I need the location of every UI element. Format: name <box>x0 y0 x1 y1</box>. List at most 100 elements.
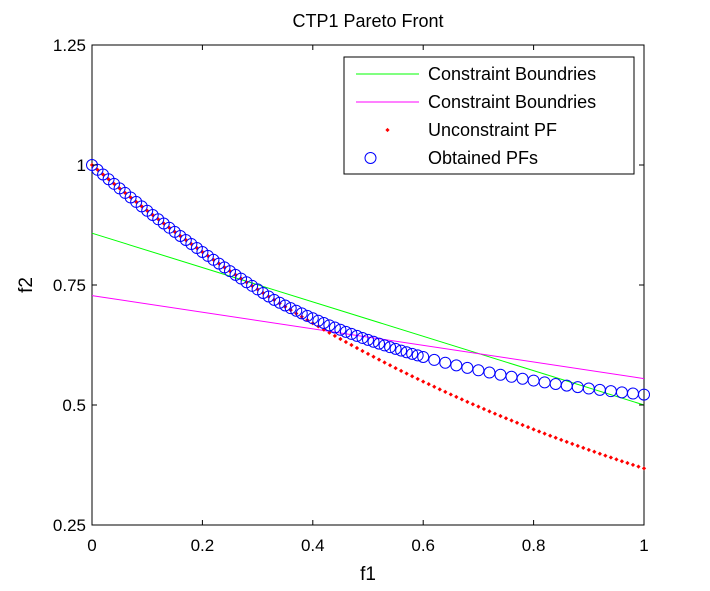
x-tick-label: 0.2 <box>191 536 215 555</box>
series-layer <box>86 159 650 471</box>
data-point <box>559 437 564 442</box>
data-point <box>339 325 352 338</box>
data-point <box>514 420 520 425</box>
data-point <box>384 341 397 354</box>
data-point <box>428 353 441 366</box>
legend-entry: Obtained PFs <box>364 148 538 168</box>
data-point <box>553 435 558 440</box>
data-point <box>378 339 391 352</box>
data-point <box>328 321 341 334</box>
data-point <box>371 354 376 359</box>
series-3 <box>86 159 650 401</box>
x-tick-label: 0.4 <box>301 536 325 555</box>
y-axis-label: f2 <box>16 277 37 293</box>
data-point <box>367 335 380 348</box>
data-point <box>520 422 525 428</box>
legend-box <box>343 56 635 175</box>
data-point <box>592 449 597 454</box>
data-point <box>279 299 292 312</box>
data-point <box>454 394 459 400</box>
data-point <box>373 337 386 350</box>
legend-entry: Constraint Boundries <box>356 92 596 112</box>
data-point <box>284 302 297 315</box>
data-point <box>323 319 336 332</box>
data-point <box>376 357 382 362</box>
data-point <box>411 349 424 362</box>
y-tick-label: 0.25 <box>53 516 86 535</box>
data-point <box>365 351 371 357</box>
data-point <box>492 411 498 416</box>
data-point <box>356 331 369 344</box>
data-point <box>432 384 437 389</box>
data-point <box>362 333 374 346</box>
data-point <box>387 363 393 368</box>
data-point <box>481 406 487 412</box>
x-tick-label: 1 <box>639 536 648 555</box>
data-point <box>443 389 448 395</box>
legend: Constraint Boundries Constraint Boundries… <box>343 56 635 175</box>
data-point <box>636 464 641 469</box>
data-point <box>619 459 625 464</box>
data-point <box>398 368 404 373</box>
data-point <box>268 293 281 306</box>
data-point <box>597 451 602 456</box>
y-tick-label: 0.5 <box>62 396 86 415</box>
legend-label: Constraint Boundries <box>428 64 596 84</box>
legend-label: Unconstraint PF <box>428 120 557 140</box>
data-point <box>542 431 547 436</box>
data-point <box>334 323 347 336</box>
data-point <box>641 466 647 471</box>
data-point <box>470 402 476 407</box>
data-point <box>332 333 338 339</box>
data-point <box>290 304 303 317</box>
data-point <box>354 345 360 351</box>
data-point <box>301 309 314 322</box>
data-point <box>487 409 492 414</box>
legend-label: Constraint Boundries <box>428 92 596 112</box>
y-tick-label: 1.25 <box>53 36 86 55</box>
data-point <box>317 317 330 330</box>
x-tick-label: 0 <box>87 536 96 555</box>
data-point <box>349 342 354 348</box>
data-point <box>421 379 426 384</box>
data-point <box>548 433 553 438</box>
data-point <box>625 460 630 466</box>
data-point <box>603 453 608 458</box>
data-point <box>461 361 474 374</box>
legend-swatch <box>385 127 390 133</box>
legend-label: Obtained PFs <box>428 148 538 168</box>
data-point <box>575 443 580 449</box>
data-point <box>382 360 387 365</box>
data-point <box>564 439 569 444</box>
data-point <box>525 425 531 430</box>
data-point <box>350 329 363 342</box>
data-point <box>295 307 308 320</box>
data-point <box>531 427 536 432</box>
data-point <box>570 441 575 447</box>
data-point <box>630 462 636 467</box>
data-point <box>448 392 453 397</box>
data-point <box>439 356 452 369</box>
series-line <box>91 232 645 406</box>
data-point <box>415 376 420 382</box>
data-point <box>410 374 415 379</box>
data-point <box>450 359 463 372</box>
data-point <box>395 344 408 357</box>
data-point <box>476 404 481 409</box>
x-axis-label: f1 <box>360 564 376 585</box>
data-point <box>393 365 398 371</box>
data-point <box>503 416 509 421</box>
data-point <box>459 397 464 402</box>
data-point <box>306 312 319 325</box>
data-point <box>400 346 413 359</box>
data-point <box>273 296 286 309</box>
data-point <box>389 342 402 355</box>
data-point <box>345 327 358 340</box>
data-point <box>536 429 542 434</box>
series-0 <box>91 232 645 406</box>
legend-entry: Unconstraint PF <box>385 120 557 140</box>
x-tick-label: 0.6 <box>411 536 435 555</box>
data-point <box>498 413 503 419</box>
data-point <box>343 339 349 345</box>
